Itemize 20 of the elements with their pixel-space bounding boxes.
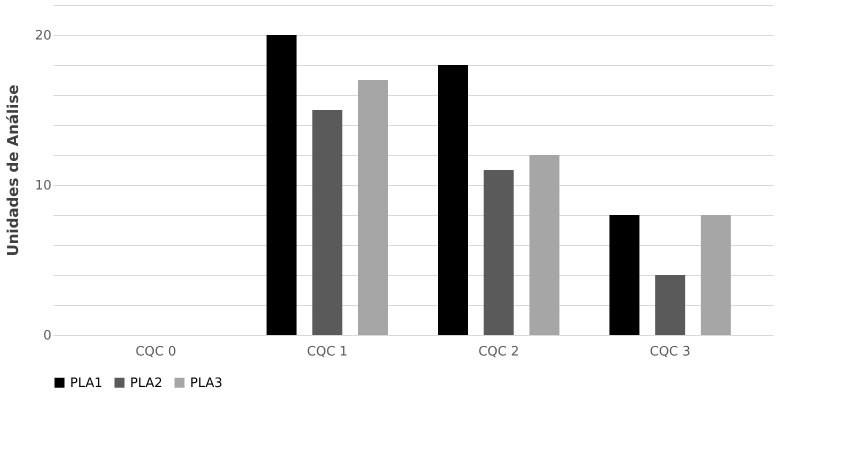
x-tick-label: CQC 1	[306, 344, 348, 360]
y-tick-label: 0	[43, 328, 52, 344]
y-axis-title: Unidades de Análise	[4, 84, 22, 256]
bar	[655, 275, 686, 335]
bar	[312, 110, 342, 335]
legend-label: PLA1	[70, 376, 103, 391]
bar	[358, 80, 388, 335]
x-tick-label: CQC 0	[135, 344, 176, 360]
bar	[529, 155, 560, 335]
y-tick-label: 20	[34, 28, 52, 44]
bar	[484, 170, 514, 335]
x-tick-label: CQC 3	[650, 344, 691, 360]
y-tick-label: 10	[34, 178, 52, 194]
x-tick-label: CQC 2	[478, 344, 520, 360]
bar	[700, 215, 731, 335]
bar	[438, 65, 468, 335]
legend-label: PLA2	[130, 376, 163, 391]
bar	[609, 215, 640, 335]
legend-label: PLA3	[190, 376, 223, 391]
bar	[266, 35, 297, 335]
